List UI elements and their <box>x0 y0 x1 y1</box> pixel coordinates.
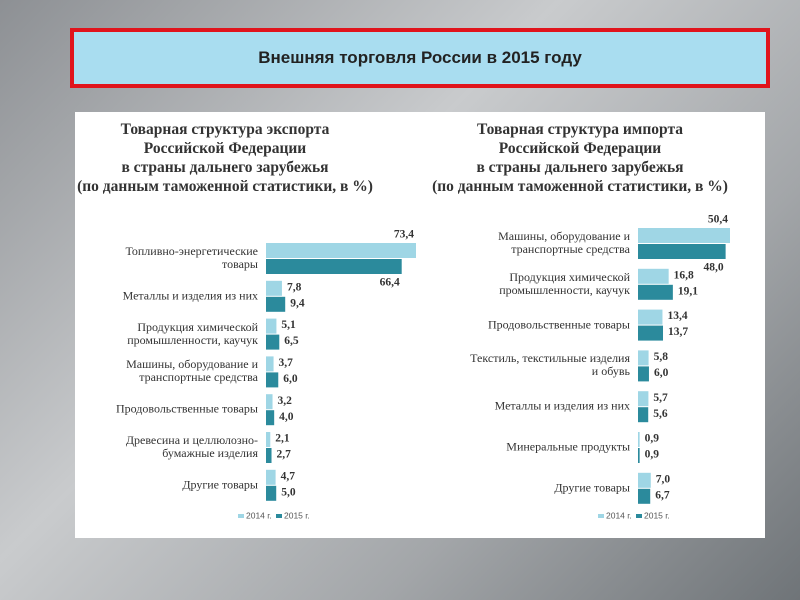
category-label: Топливно-энергетические товары <box>125 244 258 271</box>
legend-label: 2014 г. <box>606 510 632 520</box>
bar <box>638 407 649 423</box>
value-label: 66,4 <box>380 277 400 289</box>
bar <box>266 280 282 296</box>
value-label: 19,1 <box>678 285 698 297</box>
value-label: 2,1 <box>275 433 290 445</box>
bar <box>638 309 663 325</box>
bar <box>266 469 276 485</box>
bar <box>266 318 277 334</box>
value-label: 6,0 <box>283 373 298 385</box>
category-label: Машины, оборудование и транспортные сред… <box>126 357 258 385</box>
value-label: 5,7 <box>653 392 668 404</box>
value-label: 0,9 <box>645 449 660 461</box>
bar <box>638 432 640 447</box>
value-label: 16,8 <box>674 269 694 281</box>
value-label: 0,9 <box>645 433 660 445</box>
value-label: 5,6 <box>653 408 668 420</box>
value-label: 3,2 <box>278 395 293 407</box>
category-label: Древесина и целлюлозно-бумажные изделия <box>125 433 258 460</box>
chart-panel <box>75 112 765 538</box>
bar <box>266 410 275 426</box>
category-label: Машины, оборудование и транспортные сред… <box>498 229 630 256</box>
bar <box>638 268 669 284</box>
bar <box>638 488 651 504</box>
slide-title: Внешняя торговля России в 2015 году <box>70 28 770 88</box>
legend-swatch <box>276 514 282 518</box>
value-label: 5,8 <box>654 351 669 363</box>
category-label: Текстиль, текстильные изделия и обувь <box>470 351 630 379</box>
bar <box>638 350 649 366</box>
bar <box>638 472 651 488</box>
category-label: Минеральные продукты <box>506 439 630 454</box>
bar <box>266 259 402 274</box>
legend-label: 2015 г. <box>284 510 310 520</box>
value-label: 6,0 <box>654 367 669 379</box>
value-label: 48,0 <box>703 262 723 274</box>
value-label: 73,4 <box>394 229 414 241</box>
value-label: 9,4 <box>290 297 305 309</box>
value-label: 2,7 <box>277 449 292 461</box>
bar <box>266 356 274 372</box>
legend-swatch <box>598 514 604 518</box>
legend-swatch <box>238 514 244 518</box>
value-label: 50,4 <box>708 214 728 226</box>
legend-label: 2015 г. <box>644 510 670 520</box>
bar <box>266 243 416 258</box>
value-label: 5,0 <box>281 486 296 498</box>
bar <box>638 228 730 243</box>
value-label: 13,7 <box>668 326 688 338</box>
bar <box>638 391 649 407</box>
value-label: 4,7 <box>281 470 296 482</box>
bar <box>638 366 649 382</box>
bar <box>266 372 279 388</box>
value-label: 6,7 <box>655 489 670 501</box>
bar <box>266 485 277 501</box>
category-label: Металлы и изделия из них <box>122 288 258 303</box>
legend-swatch <box>636 514 642 518</box>
bar <box>638 244 726 259</box>
category-label: Продовольственные товары <box>487 317 630 332</box>
bar <box>266 296 286 312</box>
value-label: 7,8 <box>287 281 302 293</box>
chart-title: Товарная структура экспорта Российской Ф… <box>77 121 373 195</box>
bar <box>638 284 673 300</box>
category-label: Продукция химической промышленности, кау… <box>499 269 630 297</box>
bar <box>266 394 273 410</box>
category-label: Другие товары <box>182 477 258 492</box>
category-label: Металлы и изделия из них <box>494 398 630 413</box>
bar <box>266 448 272 463</box>
chart-title: Товарная структура импорта Российской Фе… <box>432 121 728 195</box>
value-label: 6,5 <box>284 335 299 347</box>
value-label: 7,0 <box>656 473 671 485</box>
value-label: 4,0 <box>279 411 294 423</box>
bar <box>638 448 640 463</box>
category-label: Продовольственные товары <box>115 401 258 416</box>
bar <box>266 432 271 447</box>
value-label: 3,7 <box>279 357 294 369</box>
bar <box>638 325 664 341</box>
legend-label: 2014 г. <box>246 510 272 520</box>
value-label: 13,4 <box>667 310 687 322</box>
category-label: Продукция химической промышленности, кау… <box>127 319 258 347</box>
bar <box>266 334 280 350</box>
category-label: Другие товары <box>554 480 630 495</box>
value-label: 5,1 <box>281 319 296 331</box>
